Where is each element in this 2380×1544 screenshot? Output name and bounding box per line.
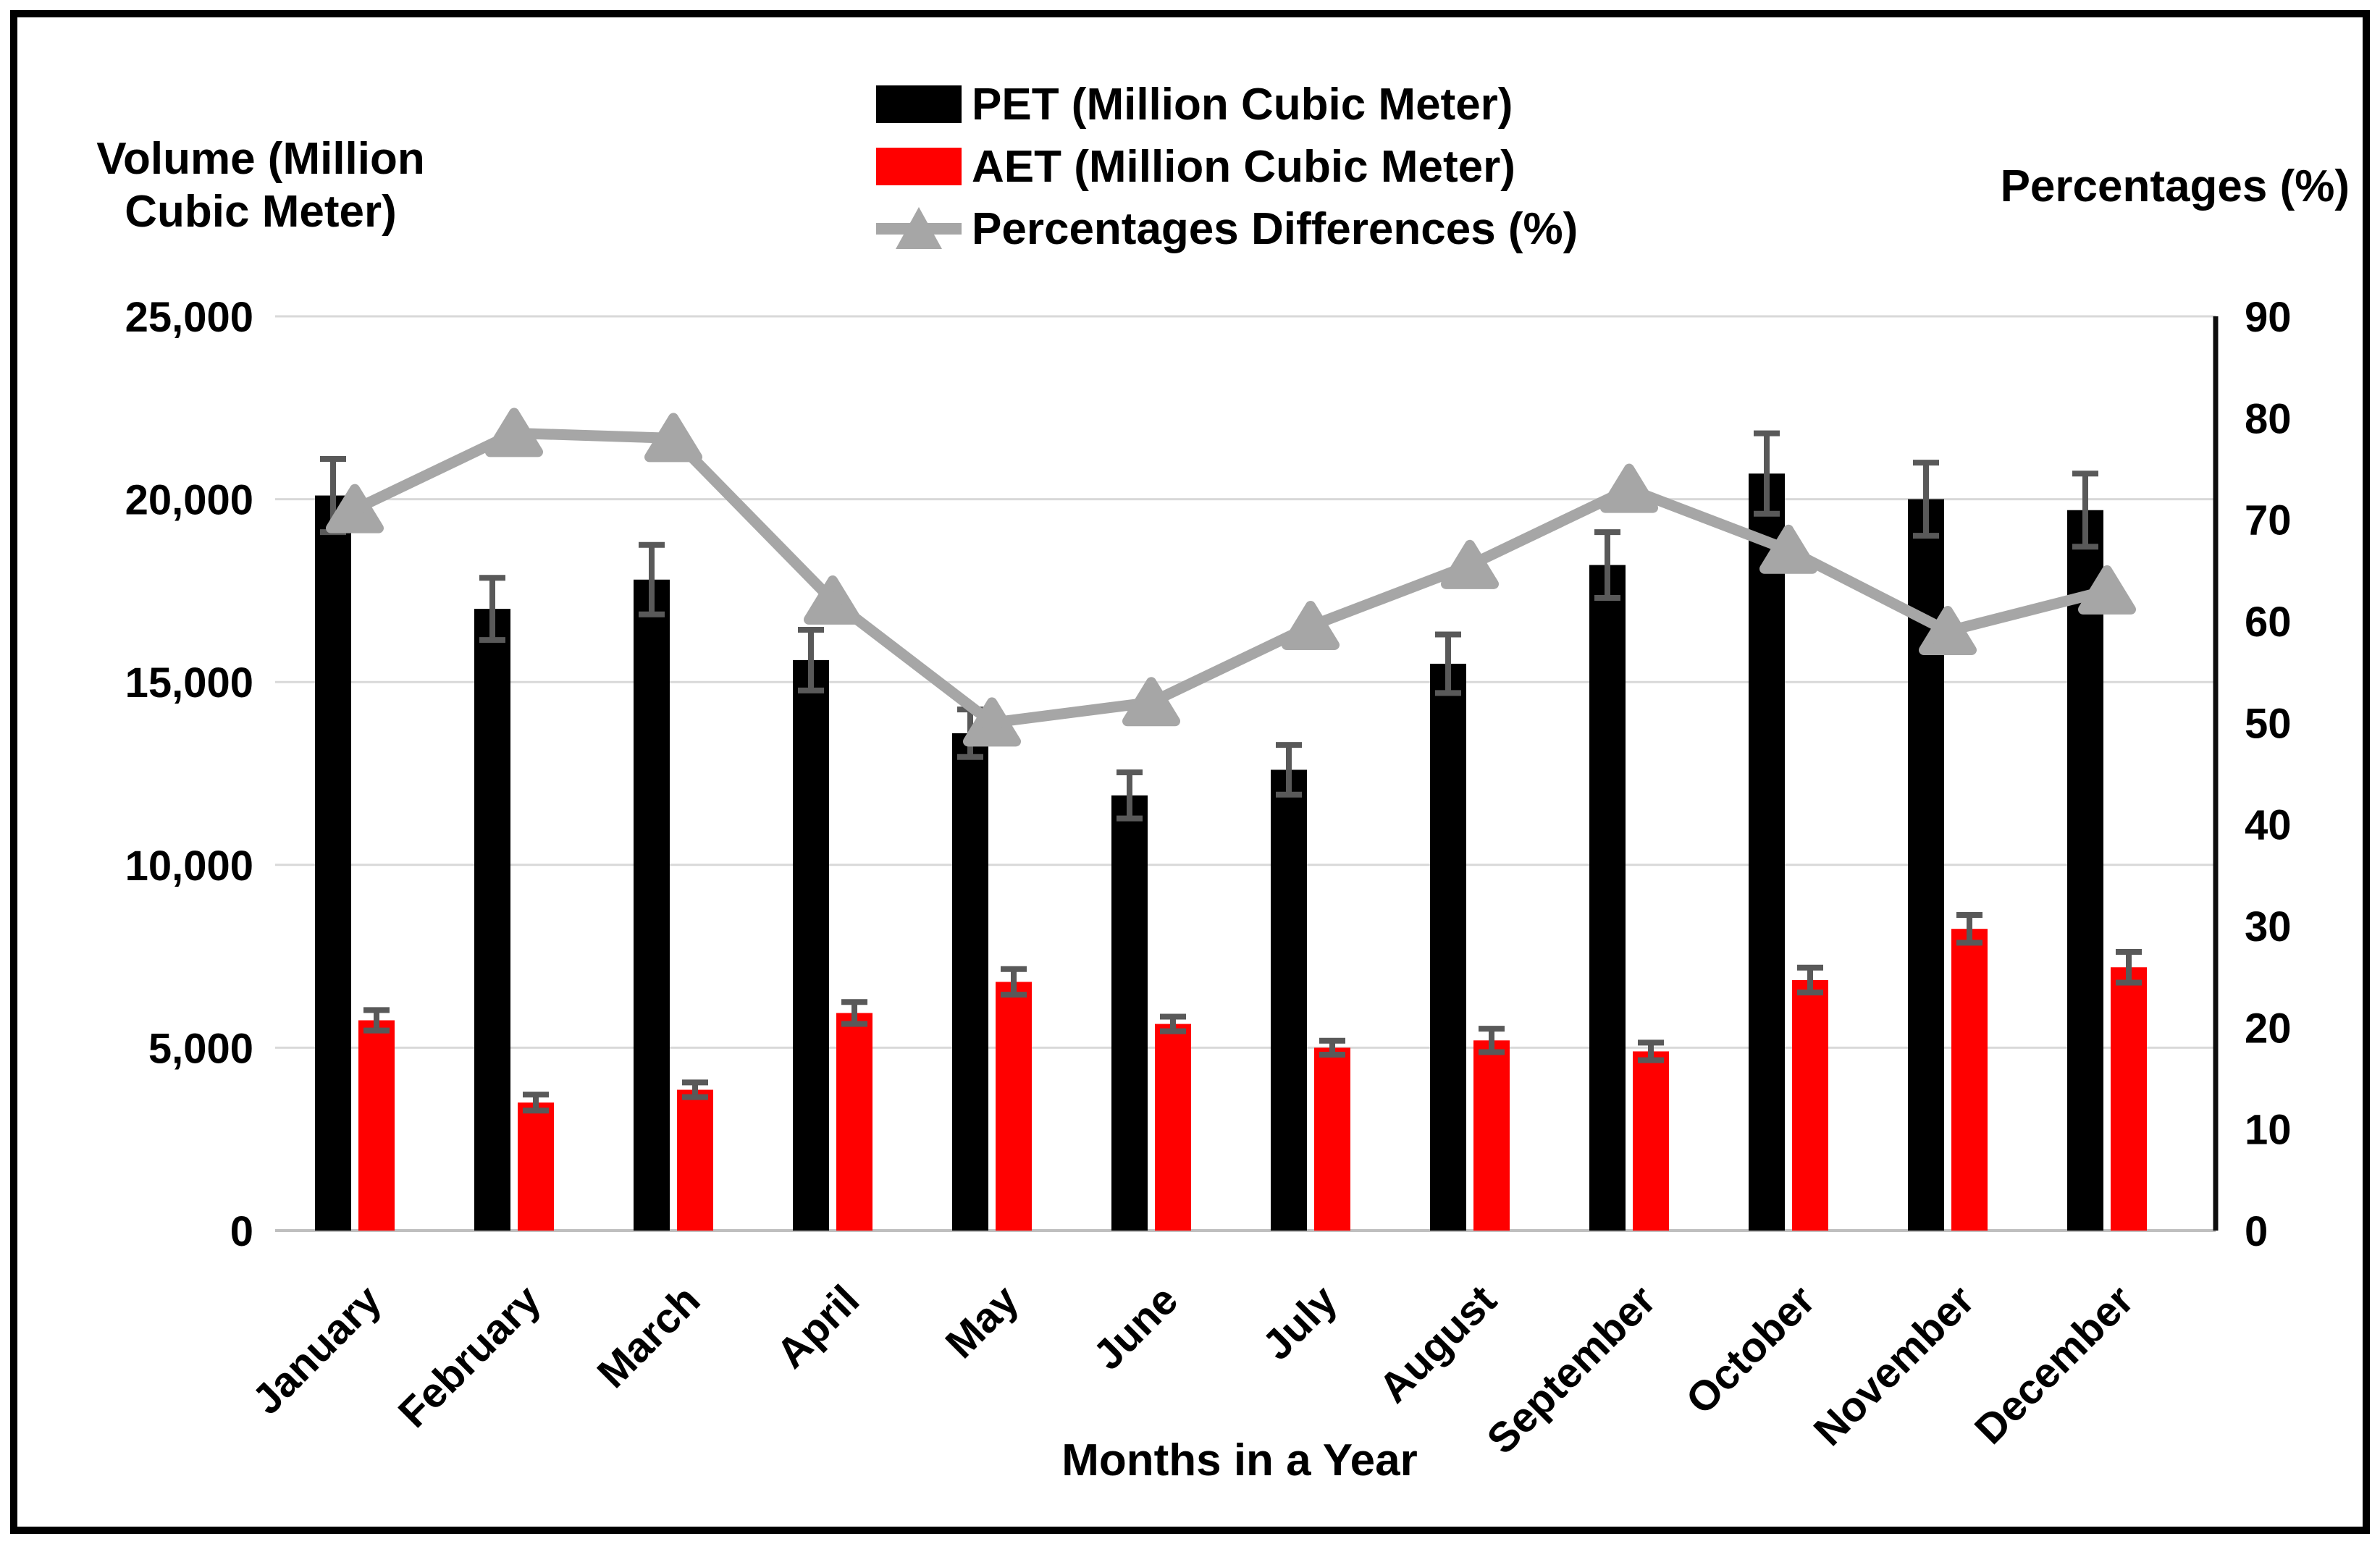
- left-tick-label: 5,000: [148, 1025, 253, 1072]
- right-tick-label: 0: [2245, 1208, 2268, 1255]
- right-tick-label: 60: [2245, 599, 2292, 646]
- percent-markers: [326, 408, 2136, 747]
- percent-marker-may: [963, 697, 1021, 747]
- month-label-july: July: [1253, 1276, 1346, 1369]
- aet-bar-march: [677, 1089, 713, 1231]
- legend-item-pet: PET (Million Cubic Meter): [876, 77, 1578, 132]
- pet-bar-august: [1430, 663, 1466, 1231]
- left-axis-title: Volume (Million Cubic Meter): [96, 134, 425, 237]
- left-tick-label: 15,000: [125, 659, 253, 706]
- aet-bar-december: [2111, 967, 2147, 1231]
- aet-bar-june: [1155, 1024, 1191, 1231]
- aet-bar-may: [996, 982, 1032, 1231]
- percent-marker-march: [644, 413, 702, 463]
- month-label-september: September: [1478, 1276, 1665, 1463]
- error-bars: [320, 430, 2142, 1114]
- percent-line: [349, 427, 2113, 728]
- month-label-november: November: [1805, 1276, 1984, 1455]
- month-label-december: December: [1966, 1276, 2143, 1453]
- percent-marker-june: [1122, 677, 1180, 727]
- percent-line-swatch-icon: [876, 201, 962, 256]
- aet-bar-september: [1633, 1051, 1669, 1231]
- pet-bar-july: [1271, 769, 1307, 1231]
- pet-bar-april: [793, 659, 829, 1231]
- month-label-june: June: [1085, 1276, 1187, 1379]
- legend-pet-label: PET (Million Cubic Meter): [972, 79, 1513, 130]
- x-axis-title: Months in a Year: [1061, 1435, 1418, 1485]
- legend-percent-label: Percentages Differences (%): [972, 203, 1578, 254]
- percent-marker-february: [485, 408, 543, 457]
- percent-line-path: [349, 427, 2113, 728]
- aet-bar-april: [836, 1013, 872, 1231]
- aet-bar-october: [1792, 979, 1828, 1231]
- aet-bar-august: [1473, 1040, 1510, 1231]
- aet-bar-november: [1951, 929, 1988, 1231]
- gridlines: [275, 315, 2216, 1232]
- right-tick-label: 70: [2245, 497, 2292, 544]
- percent-marker-november: [1919, 606, 1977, 656]
- percent-marker-august: [1441, 539, 1499, 589]
- right-tick-label: 30: [2245, 903, 2292, 950]
- right-axis-title: Percentages (%): [2000, 161, 2350, 211]
- chart-frame: [10, 10, 2370, 1534]
- right-tick-label: 20: [2245, 1005, 2292, 1052]
- month-label-march: March: [588, 1276, 709, 1397]
- month-label-april: April: [768, 1276, 868, 1377]
- month-label-may: May: [936, 1276, 1027, 1367]
- pet-bar-june: [1111, 795, 1148, 1231]
- legend: PET (Million Cubic Meter) AET (Million C…: [876, 77, 1578, 256]
- legend-aet-label: AET (Million Cubic Meter): [972, 141, 1515, 192]
- pet-swatch-icon: [876, 85, 962, 123]
- percent-marker-december: [2078, 565, 2136, 615]
- pet-bar-september: [1589, 565, 1626, 1231]
- percent-marker-january: [326, 484, 384, 533]
- month-label-january: January: [243, 1276, 390, 1423]
- pet-bar-january: [315, 495, 351, 1231]
- percent-marker-september: [1600, 463, 1658, 513]
- pet-bar-may: [952, 733, 988, 1231]
- right-tick-label: 90: [2245, 294, 2292, 341]
- right-tick-label: 10: [2245, 1107, 2292, 1154]
- legend-item-aet: AET (Million Cubic Meter): [876, 139, 1578, 194]
- left-tick-labels: 0 5,000 10,000 15,000 20,000 25,000: [125, 294, 253, 1255]
- aet-bar-february: [518, 1102, 554, 1231]
- right-tick-label: 50: [2245, 700, 2292, 747]
- pet-bar-march: [634, 579, 670, 1231]
- aet-swatch-icon: [876, 148, 962, 185]
- left-tick-label: 10,000: [125, 843, 253, 890]
- legend-item-percent: Percentages Differences (%): [876, 201, 1578, 256]
- percent-marker-april: [804, 575, 862, 625]
- month-label-february: February: [390, 1276, 550, 1436]
- aet-bars: [358, 929, 2147, 1231]
- aet-bar-january: [358, 1020, 395, 1231]
- left-tick-label: 25,000: [125, 294, 253, 341]
- pet-bar-february: [474, 609, 510, 1231]
- pet-bar-october: [1749, 473, 1785, 1231]
- pet-bar-december: [2067, 510, 2103, 1231]
- right-tick-label: 40: [2245, 802, 2292, 849]
- left-tick-label: 0: [230, 1208, 253, 1255]
- percent-marker-july: [1282, 601, 1340, 651]
- right-tick-label: 80: [2245, 395, 2292, 442]
- aet-bar-july: [1314, 1047, 1350, 1231]
- right-tick-labels: 0 10 20 30 40 50 60 70 80 90: [2245, 294, 2292, 1255]
- percent-marker-october: [1759, 524, 1817, 574]
- month-label-august: August: [1370, 1276, 1505, 1412]
- left-tick-label: 20,000: [125, 477, 253, 524]
- pet-bars: [315, 473, 2103, 1231]
- month-label-october: October: [1677, 1276, 1824, 1423]
